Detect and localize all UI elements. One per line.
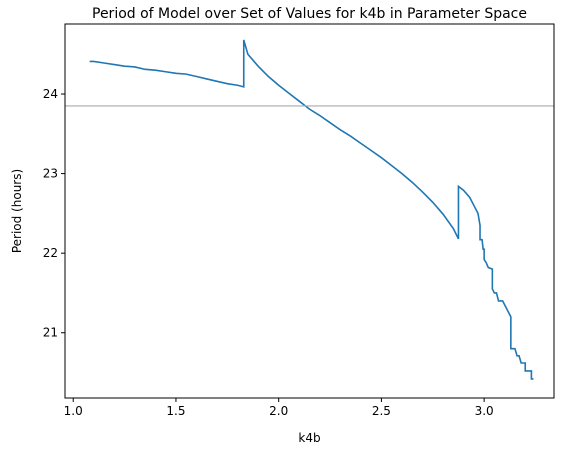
plot-area bbox=[65, 24, 554, 398]
chart-title: Period of Model over Set of Values for k… bbox=[92, 6, 527, 22]
y-tick-label: 23 bbox=[43, 167, 58, 181]
x-axis-ticks: 1.0 1.5 2.0 2.5 3.0 bbox=[64, 398, 494, 418]
x-axis-title: k4b bbox=[298, 431, 320, 445]
series-layer bbox=[89, 39, 534, 380]
x-tick-label: 3.0 bbox=[475, 404, 494, 418]
x-tick-label: 2.5 bbox=[372, 404, 391, 418]
x-tick-label: 1.5 bbox=[166, 404, 185, 418]
y-axis-title: Period (hours) bbox=[10, 169, 24, 253]
plot-frame bbox=[64, 23, 555, 399]
y-axis-ticks: 21 22 23 24 bbox=[43, 87, 65, 340]
y-tick-label: 22 bbox=[43, 246, 58, 260]
y-tick-label: 24 bbox=[43, 87, 58, 101]
x-tick-label: 2.0 bbox=[269, 404, 288, 418]
y-tick-label: 21 bbox=[43, 326, 58, 340]
series-line-0 bbox=[89, 39, 534, 380]
x-tick-label: 1.0 bbox=[64, 404, 83, 418]
